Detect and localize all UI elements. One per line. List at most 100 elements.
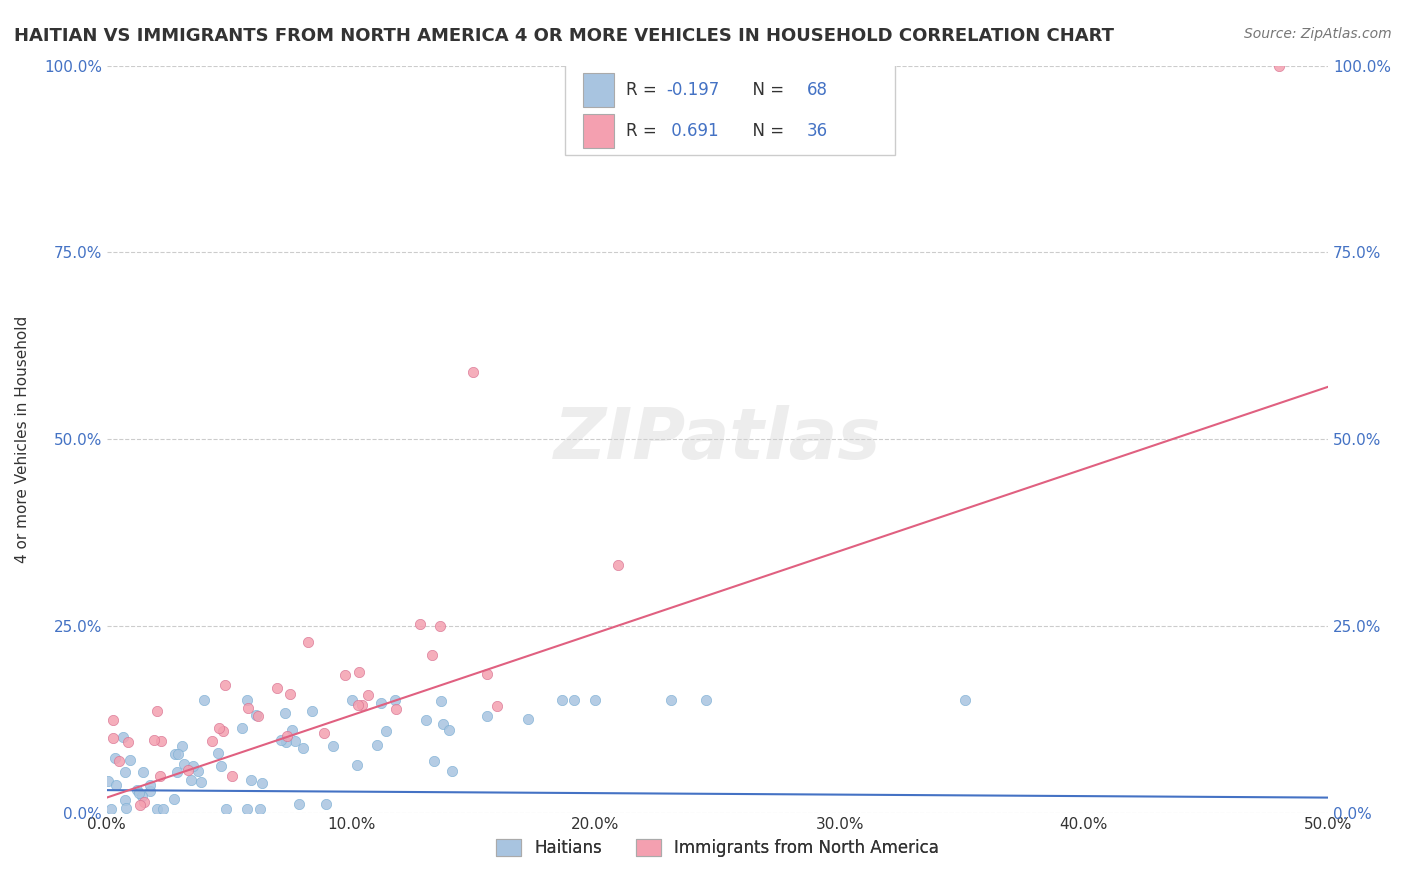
Point [215,802,238,816]
Point [245,708,267,723]
Point [139,778,162,792]
Text: Source: ZipAtlas.com: Source: ZipAtlas.com [1244,27,1392,41]
Point [516,712,538,726]
Point [149,768,172,782]
Point [129,798,152,813]
Point [347,698,370,712]
Text: 68: 68 [807,81,828,99]
Point [384,693,406,707]
Point [211,723,233,738]
Point [247,708,270,723]
Point [347,665,370,679]
Text: N =: N = [742,81,789,99]
Point [167,747,190,761]
Text: ZIPatlas: ZIPatlas [554,405,882,474]
Point [463,365,485,379]
Point [128,786,150,800]
Point [415,713,437,727]
Point [297,635,319,649]
Point [117,734,139,748]
Point [322,739,344,753]
Text: -0.197: -0.197 [666,81,720,99]
Text: N =: N = [742,122,789,140]
Point [250,775,273,789]
Point [125,783,148,797]
Point [96,773,118,788]
Point [193,693,215,707]
Point [953,693,976,707]
Point [103,751,125,765]
Text: 36: 36 [807,122,828,140]
Point [170,739,193,753]
Point [276,735,298,749]
Point [190,775,212,789]
Point [132,765,155,780]
Point [659,693,682,707]
Point [276,729,298,743]
Point [288,797,311,811]
Point [429,619,451,633]
Point [145,802,167,816]
Point [485,698,508,713]
Point [165,747,187,761]
Point [273,706,295,720]
Point [420,648,443,663]
Point [266,681,288,695]
Point [370,696,392,710]
Point [114,765,136,780]
FancyBboxPatch shape [583,73,613,107]
Point [385,702,408,716]
Point [375,723,398,738]
Point [366,738,388,752]
Point [357,688,380,702]
Point [249,802,271,816]
FancyBboxPatch shape [583,114,613,148]
Point [115,801,138,815]
Point [152,802,174,816]
Point [180,772,202,787]
Point [150,733,173,747]
Point [142,732,165,747]
Point [181,758,204,772]
Point [139,784,162,798]
Point [437,723,460,737]
Point [440,764,463,778]
Point [131,789,153,804]
Point [209,759,232,773]
Point [281,723,304,737]
Point [208,721,231,735]
Point [315,797,337,812]
Point [111,730,134,744]
Point [146,704,169,718]
Point [107,754,129,768]
Point [236,802,259,816]
Point [221,769,243,783]
Point [214,678,236,692]
Point [301,704,323,718]
Y-axis label: 4 or more Vehicles in Household: 4 or more Vehicles in Household [15,316,30,563]
Point [312,726,335,740]
Text: R =: R = [626,81,662,99]
Point [236,701,259,715]
Point [239,773,262,788]
Point [177,763,200,777]
Point [231,722,253,736]
Point [270,733,292,747]
Point [430,693,453,707]
Point [346,757,368,772]
Point [340,693,363,707]
Point [432,716,454,731]
Point [284,734,307,748]
Text: R =: R = [626,122,662,140]
Point [551,693,574,707]
Text: HAITIAN VS IMMIGRANTS FROM NORTH AMERICA 4 OR MORE VEHICLES IN HOUSEHOLD CORRELA: HAITIAN VS IMMIGRANTS FROM NORTH AMERICA… [14,27,1114,45]
Point [475,666,498,681]
Point [114,793,136,807]
Point [101,713,124,727]
Point [695,693,717,707]
Point [101,731,124,745]
Point [236,693,259,707]
Point [132,796,155,810]
Legend: Haitians, Immigrants from North America: Haitians, Immigrants from North America [489,832,945,864]
Point [105,777,128,791]
